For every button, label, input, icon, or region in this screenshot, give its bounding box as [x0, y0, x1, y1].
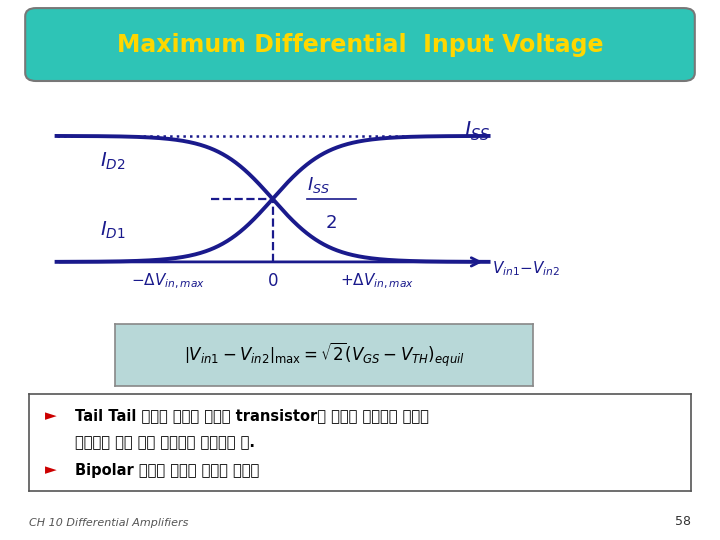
Text: 존재하며 이를 최대 차동입력 전압이라 함.: 존재하며 이를 최대 차동입력 전압이라 함.: [75, 435, 255, 450]
Text: $\it{I}_{D2}$: $\it{I}_{D2}$: [100, 151, 125, 172]
Text: $2$: $2$: [325, 214, 337, 232]
Text: Maximum Differential  Input Voltage: Maximum Differential Input Voltage: [117, 33, 603, 57]
Text: Tail Tail 전류를 완전히 한쪽의 transistor로 흘리는 차동입력 전압이: Tail Tail 전류를 완전히 한쪽의 transistor로 흘리는 차동…: [75, 408, 429, 423]
Text: $\it{I}_{SS}$: $\it{I}_{SS}$: [464, 119, 490, 143]
Text: $\it{I}_{SS}$: $\it{I}_{SS}$: [307, 175, 330, 195]
Text: $\left|V_{in1}-V_{in2}\right|_{\max}=\sqrt{2}\left(V_{GS}-V_{TH}\right)_{equil}$: $\left|V_{in1}-V_{in2}\right|_{\max}=\sq…: [184, 341, 464, 369]
Text: $+\Delta V_{in,max}$: $+\Delta V_{in,max}$: [341, 272, 415, 291]
Text: ►: ►: [45, 408, 57, 423]
Text: ►: ►: [45, 463, 57, 477]
Text: 58: 58: [675, 515, 691, 528]
Text: $-\Delta V_{in,max}$: $-\Delta V_{in,max}$: [130, 272, 204, 291]
Text: $0$: $0$: [267, 272, 279, 290]
Text: CH 10 Differential Amplifiers: CH 10 Differential Amplifiers: [29, 518, 188, 528]
Text: $\it{I}_{D1}$: $\it{I}_{D1}$: [100, 220, 125, 241]
Text: Bipolar 에서는 유한한 값에서 형성됨: Bipolar 에서는 유한한 값에서 형성됨: [75, 463, 259, 477]
Text: $V_{in1}$$-$$V_{in2}$: $V_{in1}$$-$$V_{in2}$: [492, 259, 559, 278]
